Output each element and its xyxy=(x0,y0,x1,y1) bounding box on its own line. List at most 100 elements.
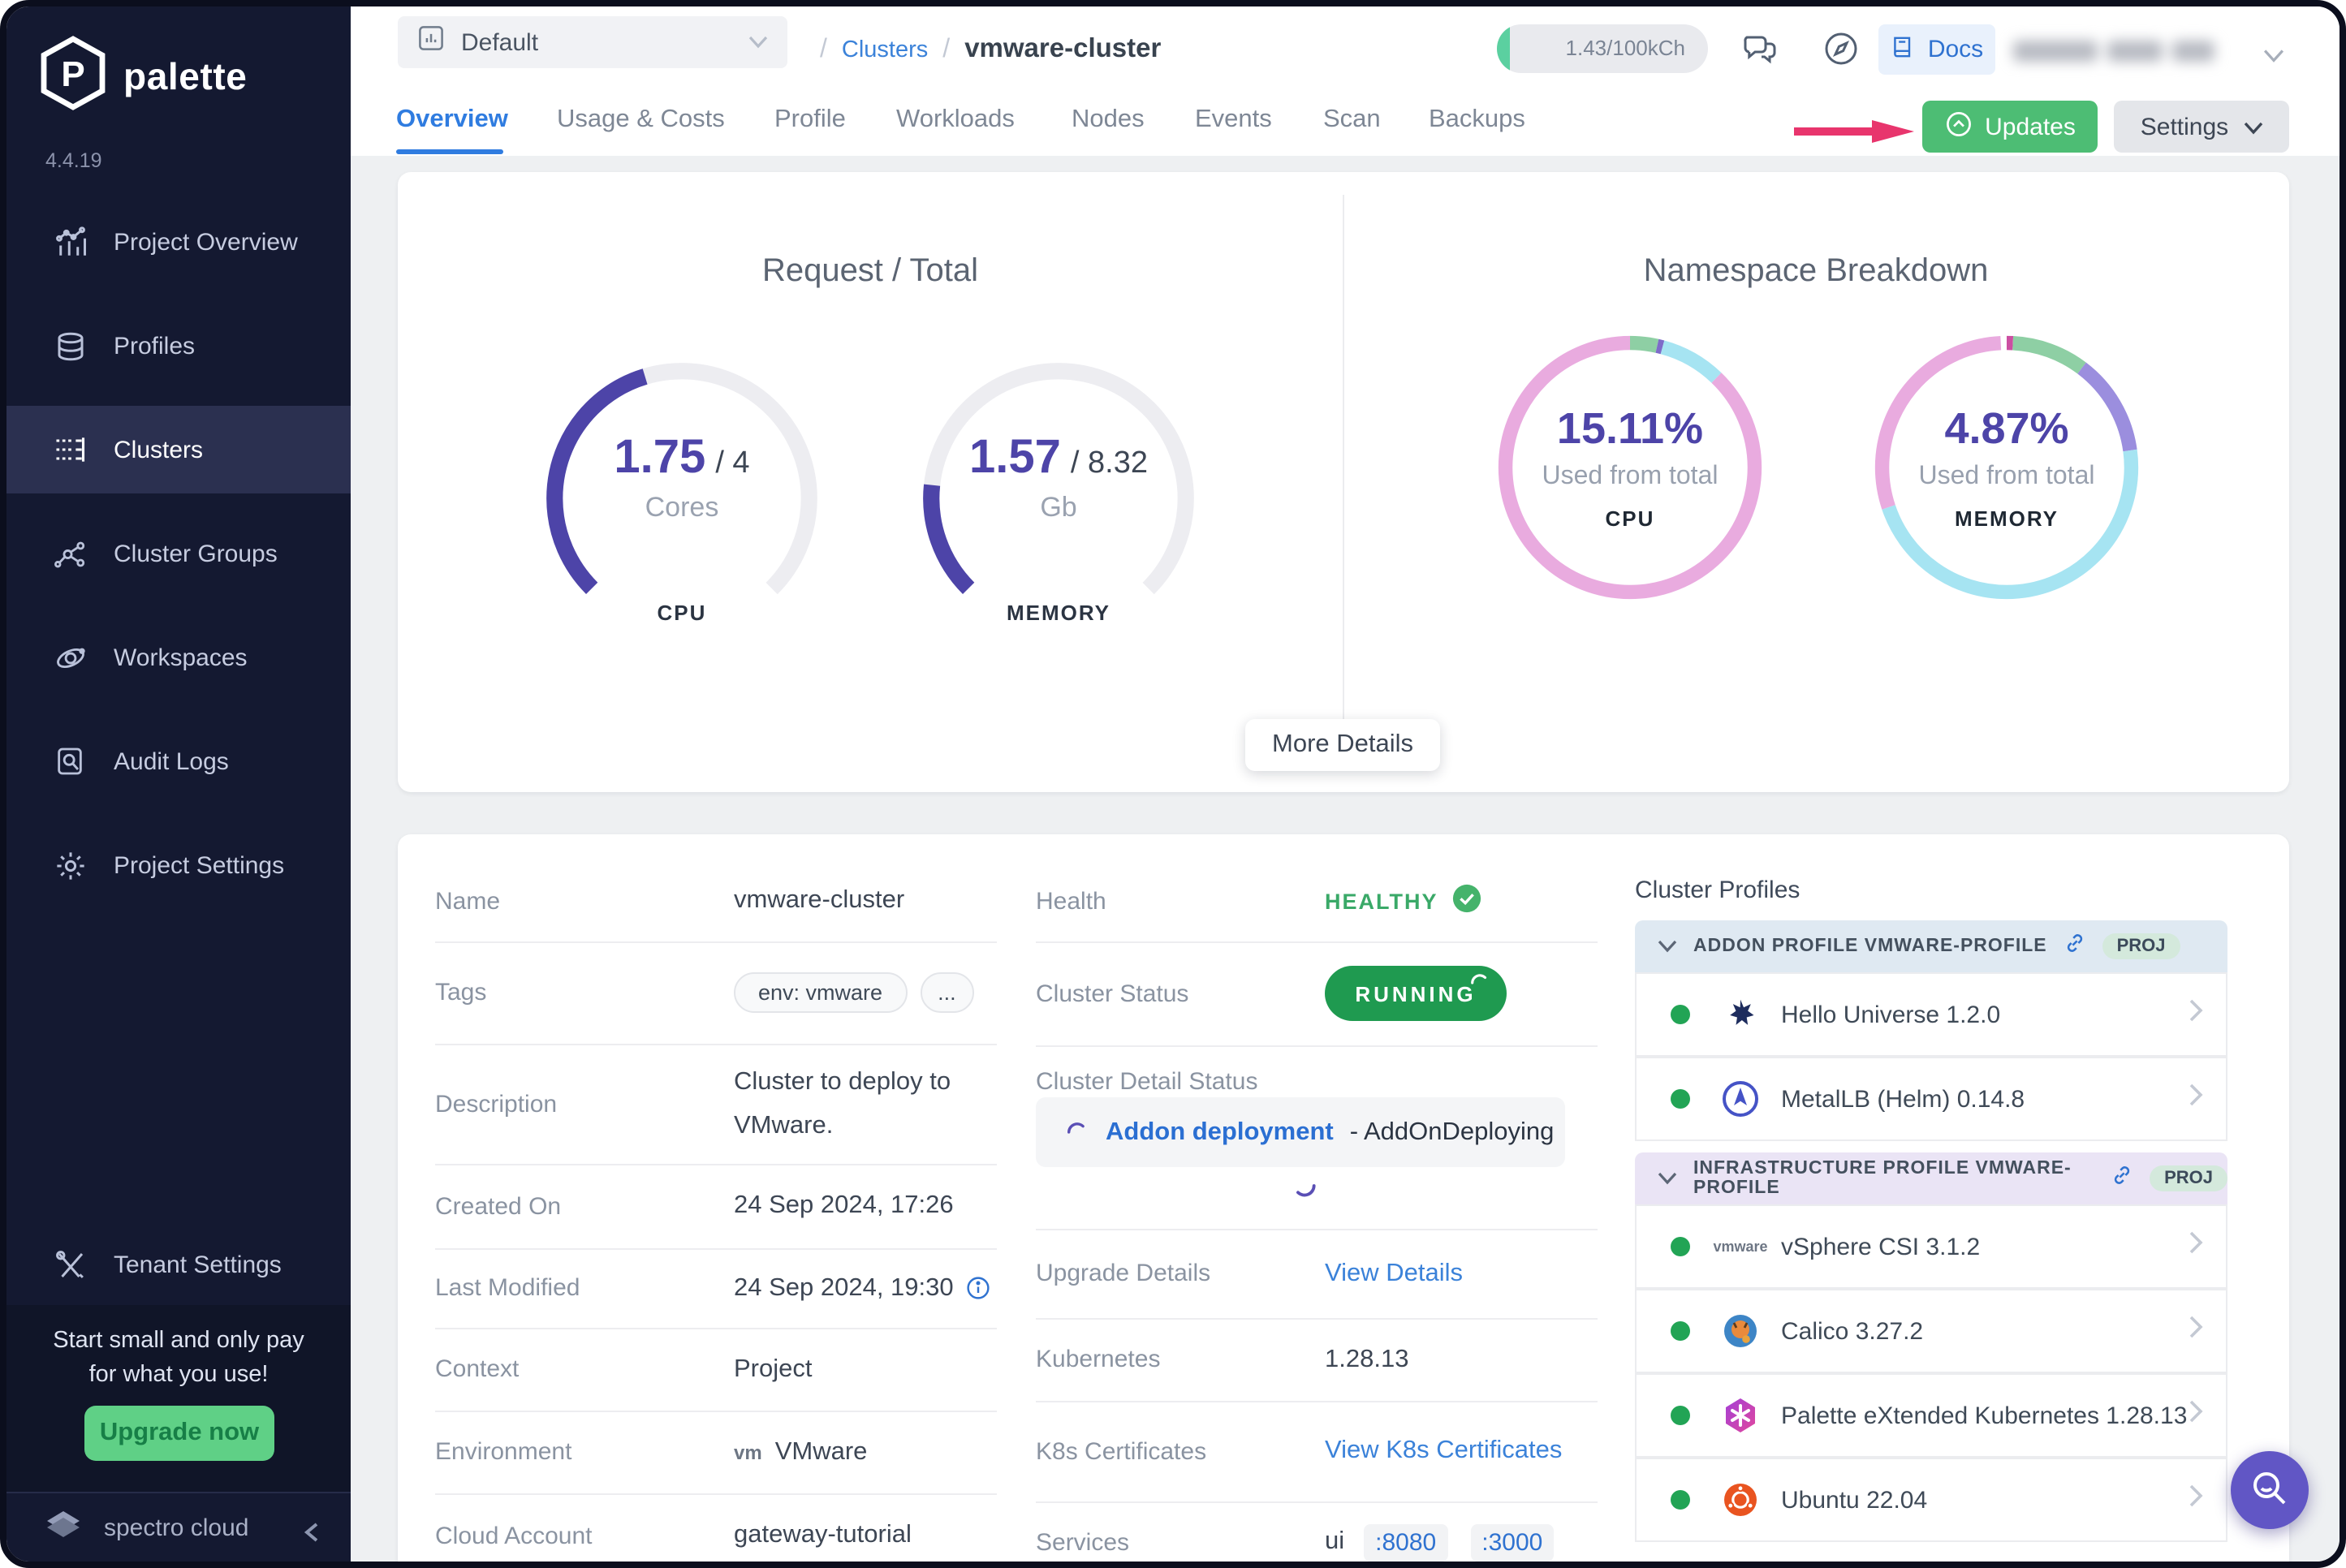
memory-total-value: / 8.32 xyxy=(1070,446,1148,480)
ubuntu-icon xyxy=(1719,1479,1762,1521)
user-menu[interactable] xyxy=(2013,32,2234,68)
spinner-icon xyxy=(1471,974,1487,984)
memory-gauge-label: MEMORY xyxy=(1006,601,1111,625)
audit-log-icon xyxy=(52,743,88,779)
tab-profile[interactable]: Profile xyxy=(774,106,846,133)
last-modified-row: Last Modified 24 Sep 2024, 19:30 xyxy=(435,1248,997,1328)
profile-item-name: Palette eXtended Kubernetes 1.28.13 xyxy=(1781,1402,2188,1429)
tags-row: Tags env: vmware ... xyxy=(435,941,997,1044)
view-details-link[interactable]: View Details xyxy=(1325,1259,1464,1286)
environment-row: Environment vm VMware xyxy=(435,1411,997,1493)
chevron-down-icon xyxy=(1658,1164,1677,1193)
profile-item-calico[interactable]: Calico 3.27.2 xyxy=(1635,1289,2227,1373)
docs-label: Docs xyxy=(1927,36,1984,63)
profile-item-metallb[interactable]: MetalLB (Helm) 0.14.8 xyxy=(1635,1057,2227,1141)
tab-backups[interactable]: Backups xyxy=(1429,106,1525,133)
description-value: Cluster to deploy to VMware. xyxy=(734,1068,951,1139)
addon-deployment-link[interactable]: Addon deployment xyxy=(1106,1118,1334,1145)
tab-events[interactable]: Events xyxy=(1195,106,1272,133)
usage-quota-pill: 1.43/100kCh xyxy=(1497,24,1708,73)
metallb-icon xyxy=(1719,1078,1762,1120)
sidebar-item-workspaces[interactable]: Workspaces xyxy=(6,614,351,701)
profile-item-palette-extended-kubernetes[interactable]: Palette eXtended Kubernetes 1.28.13 xyxy=(1635,1373,2227,1458)
cluster-status-row: Cluster Status RUNNING xyxy=(1036,941,1598,1045)
more-details-button[interactable]: More Details xyxy=(1245,719,1440,771)
proj-badge: PROJ xyxy=(2102,933,2180,959)
sidebar-item-project-settings[interactable]: Project Settings xyxy=(6,821,351,909)
upgrade-promo: Start small and only pay for what you us… xyxy=(6,1305,351,1492)
tag-env-vmware: env: vmware xyxy=(734,972,908,1013)
cluster-details-card: Name vmware-cluster Tags env: vmware ...… xyxy=(398,834,2289,1562)
docs-button[interactable]: Docs xyxy=(1878,24,1995,75)
book-icon xyxy=(1891,33,1917,66)
infrastructure-profile-section-header[interactable]: INFRASTRUCTURE PROFILE VMWARE-PROFILE PR… xyxy=(1635,1152,2227,1204)
pxk-icon xyxy=(1719,1394,1762,1437)
cluster-profiles-title: Cluster Profiles xyxy=(1635,877,1800,904)
profile-item-ubuntu[interactable]: Ubuntu 22.04 xyxy=(1635,1458,2227,1542)
tab-usage-costs[interactable]: Usage & Costs xyxy=(557,106,725,133)
status-dot xyxy=(1671,1406,1690,1425)
brand-name: palette xyxy=(123,55,248,97)
service-name: ui xyxy=(1325,1527,1345,1555)
chevron-right-icon xyxy=(2189,1484,2203,1516)
tab-overview[interactable]: Overview xyxy=(396,106,508,133)
magnifier-icon xyxy=(2249,1467,2291,1514)
sidebar-item-clusters[interactable]: Clusters xyxy=(6,406,351,493)
chat-icon[interactable] xyxy=(1734,23,1786,75)
context-row: Context Project xyxy=(435,1328,997,1411)
orbit-icon xyxy=(52,640,88,675)
running-badge: RUNNING xyxy=(1325,966,1507,1021)
upgrade-now-button[interactable]: Upgrade now xyxy=(84,1406,274,1461)
profile-item-name: Hello Universe 1.2.0 xyxy=(1781,1001,2001,1028)
profile-item-name: Ubuntu 22.04 xyxy=(1781,1486,1928,1514)
proj-badge: PROJ xyxy=(2150,1165,2227,1191)
sidebar-item-profiles[interactable]: Profiles xyxy=(6,302,351,390)
updates-icon xyxy=(1944,110,1972,144)
info-icon[interactable] xyxy=(967,1276,991,1300)
sidebar-item-project-overview[interactable]: Project Overview xyxy=(6,198,351,286)
project-selector-value: Default xyxy=(461,28,539,56)
memory-used-subtitle: Used from total xyxy=(1918,463,2095,490)
profile-item-vsphere-csi[interactable]: vmware vSphere CSI 3.1.2 xyxy=(1635,1204,2227,1289)
cluster-detail-status-label: Cluster Detail Status xyxy=(1036,1067,1258,1095)
updates-button[interactable]: Updates xyxy=(1922,101,2098,153)
profile-item-hello-universe[interactable]: Hello Universe 1.2.0 xyxy=(1635,972,2227,1057)
cloud-account-value: gateway-tutorial xyxy=(734,1521,912,1549)
service-port-3000-link[interactable]: :3000 xyxy=(1470,1523,1555,1561)
sidebar-item-tenant-settings[interactable]: Tenant Settings xyxy=(6,1221,351,1308)
memory-gauge: 1.57 / 8.32 Gb MEMORY xyxy=(904,344,1213,653)
sidebar-collapse-icon[interactable] xyxy=(302,1516,321,1553)
status-dot xyxy=(1671,1321,1690,1341)
search-fab[interactable] xyxy=(2231,1451,2309,1529)
user-chevron-down-icon[interactable] xyxy=(2247,29,2299,81)
sidebar-item-audit-logs[interactable]: Audit Logs xyxy=(6,717,351,805)
usage-progress xyxy=(1497,24,1510,73)
breadcrumb-current: vmware-cluster xyxy=(964,34,1162,63)
clusters-icon xyxy=(52,432,88,467)
upgrade-details-label: Upgrade Details xyxy=(1036,1260,1211,1287)
addon-profile-section-header[interactable]: ADDON PROFILE VMWARE-PROFILE PROJ xyxy=(1635,920,2227,972)
tab-nodes[interactable]: Nodes xyxy=(1072,106,1145,133)
service-port-8080-link[interactable]: :8080 xyxy=(1364,1523,1448,1561)
settings-button[interactable]: Settings xyxy=(2114,101,2289,153)
memory-unit: Gb xyxy=(1040,491,1077,522)
tab-workloads[interactable]: Workloads xyxy=(896,106,1015,133)
sidebar-footer: spectro cloud xyxy=(6,1492,351,1562)
sidebar-item-cluster-groups[interactable]: Cluster Groups xyxy=(6,510,351,597)
profile-item-name: vSphere CSI 3.1.2 xyxy=(1781,1233,1981,1260)
created-on-row: Created On 24 Sep 2024, 17:26 xyxy=(435,1164,997,1248)
tag-more-button[interactable]: ... xyxy=(920,972,974,1013)
addon-deployment-state: - AddOnDeploying xyxy=(1349,1118,1555,1145)
project-selector[interactable]: Default xyxy=(398,16,787,68)
description-label: Description xyxy=(435,1090,558,1118)
view-k8s-certificates-link[interactable]: View K8s Certificates xyxy=(1325,1437,1563,1464)
context-label: Context xyxy=(435,1355,520,1383)
footer-brand: spectro cloud xyxy=(104,1514,249,1541)
breadcrumb-clusters-link[interactable]: Clusters xyxy=(841,37,929,62)
cluster-name-value: vmware-cluster xyxy=(734,886,905,914)
hello-universe-icon xyxy=(1719,993,1762,1036)
chevron-down-icon xyxy=(748,28,768,57)
tab-scan[interactable]: Scan xyxy=(1323,106,1381,133)
sidebar-item-label: Tenant Settings xyxy=(114,1251,282,1278)
compass-icon[interactable] xyxy=(1815,23,1867,75)
